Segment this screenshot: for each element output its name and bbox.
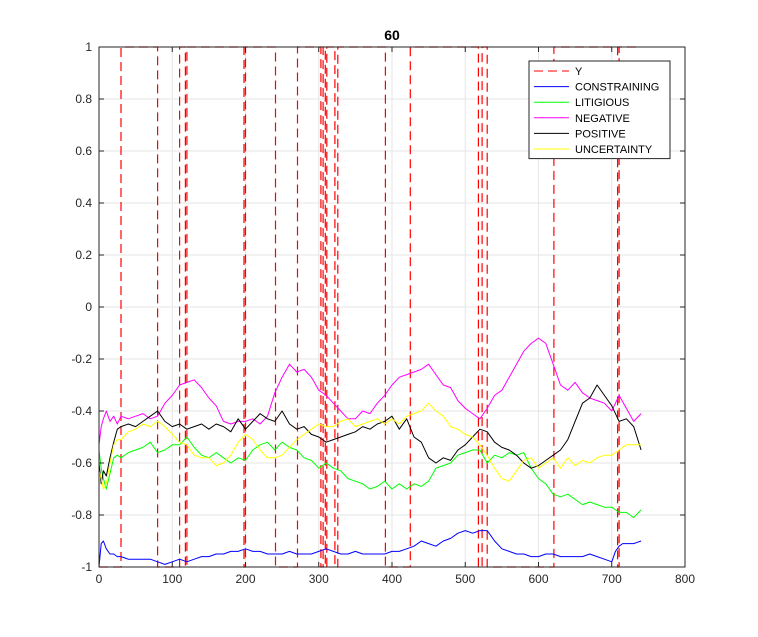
legend-label: Y bbox=[575, 66, 583, 78]
x-tick-label: 400 bbox=[382, 572, 402, 586]
y-tick-label: -0.6 bbox=[71, 456, 92, 470]
y-tick-label: 0.4 bbox=[75, 196, 92, 210]
legend-label: CONSTRAINING bbox=[575, 82, 659, 94]
chart-title: 60 bbox=[384, 27, 400, 43]
series-negative-line bbox=[98, 337, 642, 445]
x-tick-label: 800 bbox=[675, 572, 695, 586]
legend-box bbox=[528, 60, 671, 160]
legend-label: UNCERTAINTY bbox=[575, 144, 653, 156]
legend-label: POSITIVE bbox=[575, 128, 626, 140]
series-y-line bbox=[99, 46, 642, 568]
y-tick-label: 0.6 bbox=[75, 144, 92, 158]
legend-label: LITIGIOUS bbox=[575, 97, 629, 109]
legend-label: NEGATIVE bbox=[575, 113, 630, 125]
x-tick-label: 200 bbox=[235, 572, 255, 586]
y-tick-label: 0.2 bbox=[75, 248, 92, 262]
y-tick-label: -0.4 bbox=[71, 404, 92, 418]
y-tick-label: 0.8 bbox=[75, 92, 92, 106]
y-tick-label: 1 bbox=[85, 40, 92, 54]
x-tick-label: 700 bbox=[602, 572, 622, 586]
x-axis: 0 100 200 300 400 500 600 700 800 bbox=[96, 47, 695, 586]
series-uncertainty-line bbox=[98, 402, 642, 490]
y-tick-label: -0.2 bbox=[71, 352, 92, 366]
y-tick-label: -1 bbox=[81, 560, 92, 574]
series-litigious-line bbox=[98, 436, 642, 519]
x-tick-label: 300 bbox=[309, 572, 329, 586]
x-tick-label: 100 bbox=[162, 572, 182, 586]
series-constraining-line bbox=[98, 530, 642, 568]
series-layer bbox=[98, 46, 642, 568]
x-tick-label: 0 bbox=[96, 572, 103, 586]
x-tick-label: 500 bbox=[455, 572, 475, 586]
y-tick-label: 0 bbox=[85, 300, 92, 314]
legend: Y CONSTRAINING LITIGIOUS NEGATIVE POSITIVE UN… bbox=[528, 60, 671, 160]
series-positive-line bbox=[98, 384, 642, 485]
y-axis: -1 -0.8 -0.6 -0.4 -0.2 0 0.2 0.4 0.6 0.8 1 bbox=[71, 40, 685, 574]
y-tick-label: -0.8 bbox=[71, 508, 92, 522]
x-tick-label: 600 bbox=[528, 572, 548, 586]
